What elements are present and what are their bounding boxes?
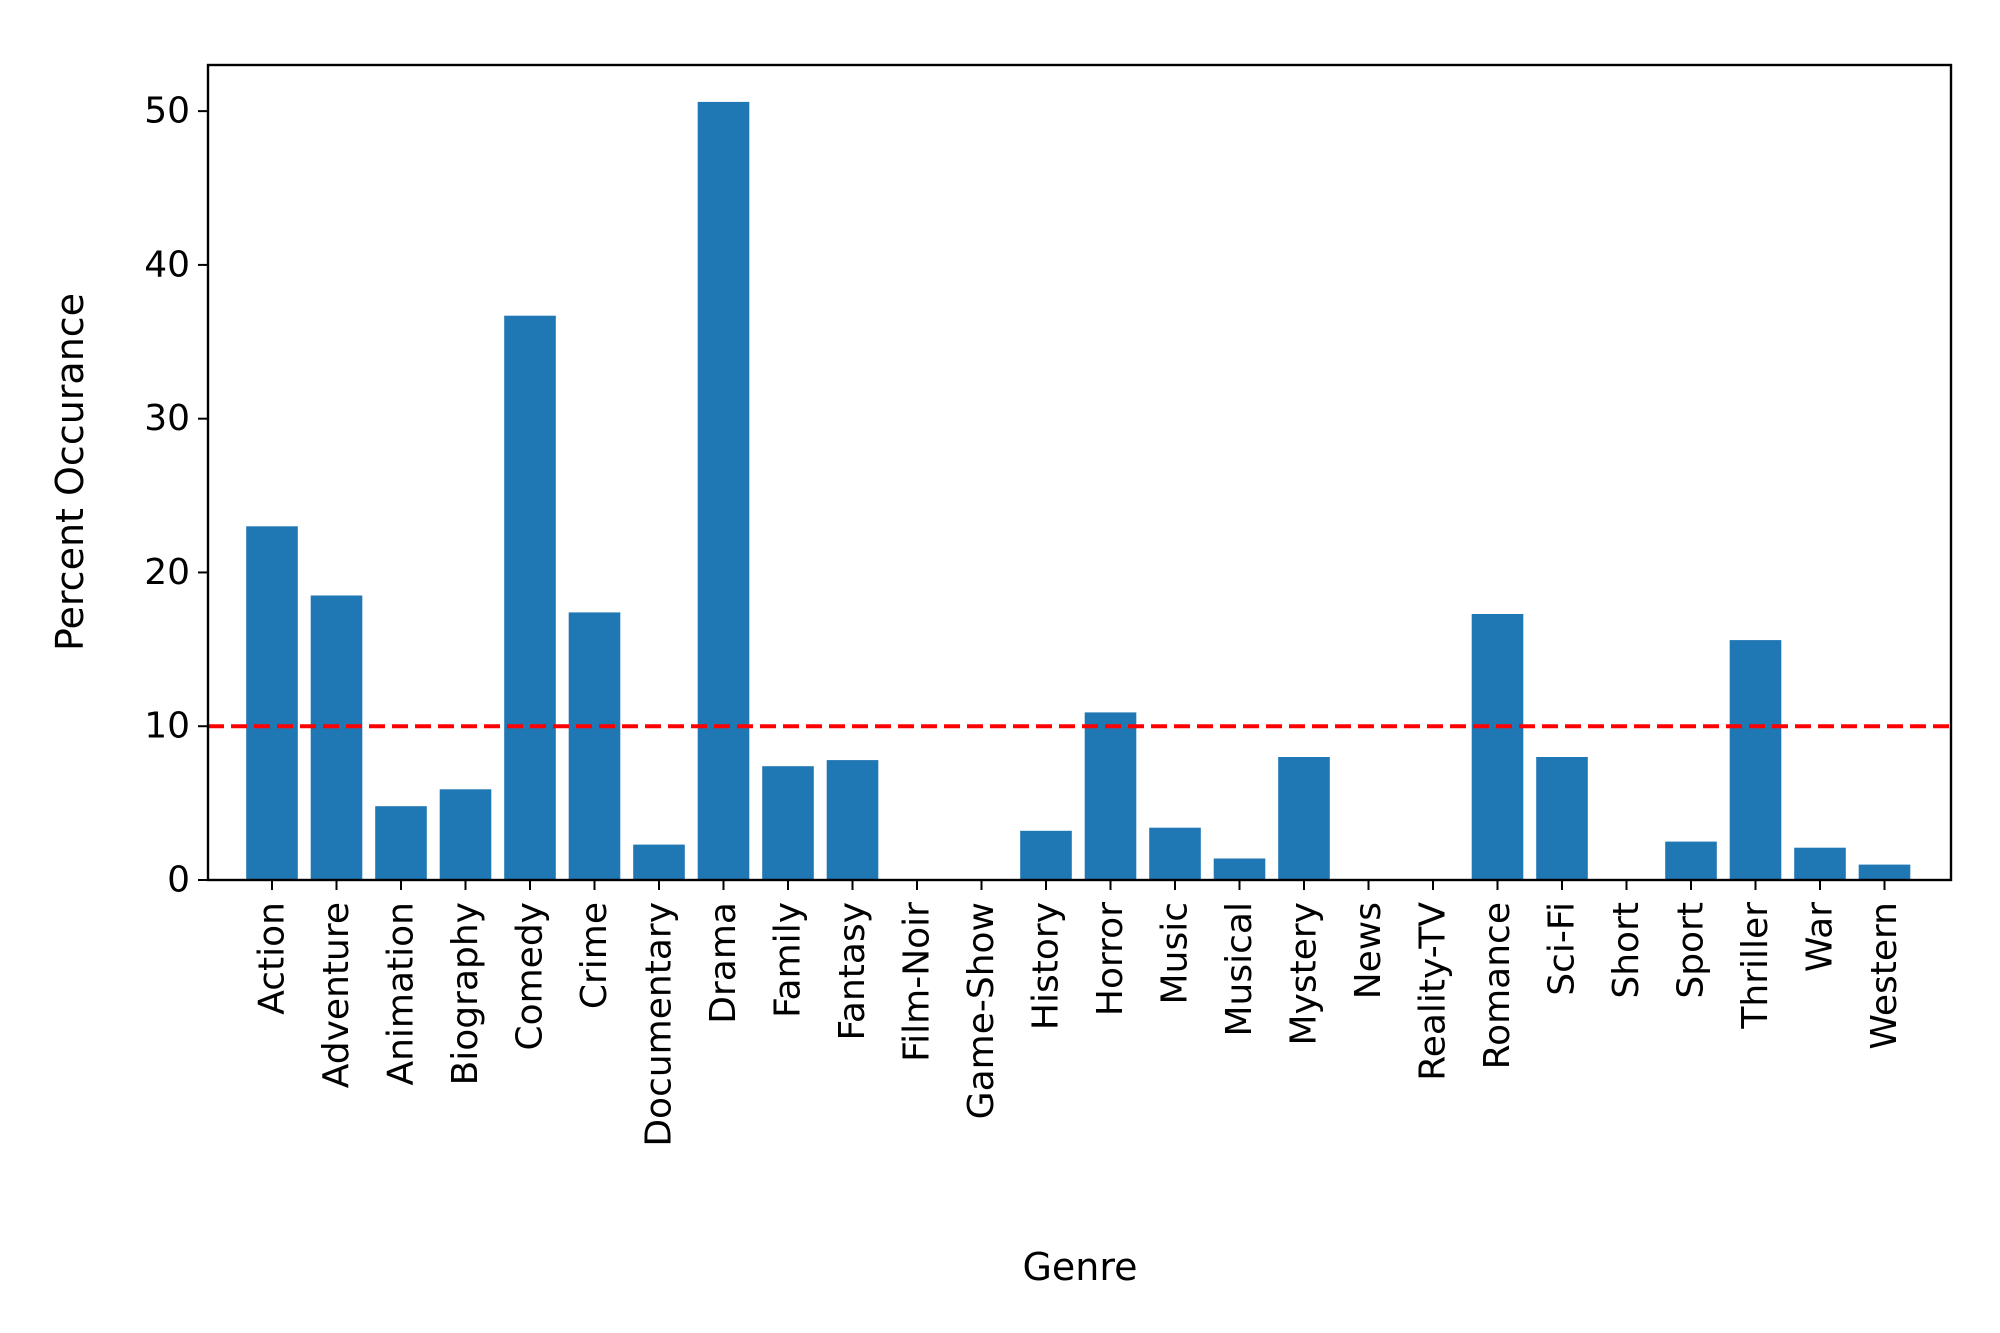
x-tick-label: Comedy xyxy=(510,902,551,1051)
x-tick-label: Animation xyxy=(381,902,422,1086)
x-tick-label: Sci-Fi xyxy=(1542,902,1583,996)
x-tick-label: Film-Noir xyxy=(897,902,938,1062)
bar-western xyxy=(1858,864,1911,880)
y-tick-label: 50 xyxy=(144,91,190,132)
plot-frame xyxy=(206,63,1953,882)
x-tick-label: Short xyxy=(1606,902,1647,999)
x-axis-title: Genre xyxy=(1022,1245,1137,1289)
x-tick-label: War xyxy=(1800,902,1841,972)
x-tick-label: Sport xyxy=(1671,902,1712,999)
bar-crime xyxy=(568,612,621,880)
bars-group xyxy=(246,101,1911,880)
bar-horror xyxy=(1084,712,1137,880)
x-tick-label: Action xyxy=(252,902,293,1015)
x-tick-label: Drama xyxy=(703,902,744,1024)
bar-biography xyxy=(439,789,492,880)
bar-mystery xyxy=(1278,757,1330,880)
x-tick-label: Romance xyxy=(1477,902,1518,1069)
y-axis: 0 10 20 30 40 50 xyxy=(144,91,208,901)
x-tick-label: Fantasy xyxy=(832,902,873,1041)
x-tick-label: History xyxy=(1026,902,1067,1030)
bar-fantasy xyxy=(826,760,879,880)
x-tick-label: Horror xyxy=(1090,902,1131,1016)
bar-romance xyxy=(1471,614,1524,880)
bar-action xyxy=(246,526,298,880)
bar-musical xyxy=(1213,858,1266,880)
y-tick-label: 0 xyxy=(167,860,190,901)
bar-sci-fi xyxy=(1536,757,1588,880)
y-tick-label: 20 xyxy=(144,552,190,593)
y-tick-label: 40 xyxy=(144,244,190,285)
x-tick-label: Western xyxy=(1864,902,1905,1050)
x-tick-label: Reality-TV xyxy=(1413,902,1454,1081)
bar-thriller xyxy=(1729,640,1782,880)
bar-family xyxy=(762,766,814,880)
bar-history xyxy=(1020,830,1072,880)
bar-music xyxy=(1149,827,1201,880)
x-axis: Action Adventure Animation Biography Comedy C… xyxy=(252,880,1905,1147)
bar-adventure xyxy=(310,595,363,880)
y-axis-title: Percent Occurance xyxy=(48,293,92,651)
y-tick-label: 10 xyxy=(144,706,190,747)
bar-documentary xyxy=(633,844,685,880)
x-tick-label: Biography xyxy=(445,902,486,1085)
x-tick-label: Family xyxy=(768,902,809,1018)
bar-sport xyxy=(1665,841,1717,880)
x-tick-label: Music xyxy=(1155,902,1196,1004)
x-tick-label: Game-Show xyxy=(961,902,1002,1119)
x-tick-label: Adventure xyxy=(316,902,357,1088)
x-tick-label: Musical xyxy=(1219,902,1260,1037)
x-tick-label: Mystery xyxy=(1284,902,1325,1046)
bar-drama xyxy=(697,101,750,880)
bar-comedy xyxy=(504,315,556,880)
y-tick-label: 30 xyxy=(144,398,190,439)
x-tick-label: Thriller xyxy=(1735,902,1776,1030)
bar-war xyxy=(1794,847,1846,880)
x-tick-label: Crime xyxy=(574,902,615,1009)
x-tick-label: News xyxy=(1348,902,1389,999)
x-tick-label: Documentary xyxy=(639,902,680,1147)
bar-animation xyxy=(375,806,427,880)
